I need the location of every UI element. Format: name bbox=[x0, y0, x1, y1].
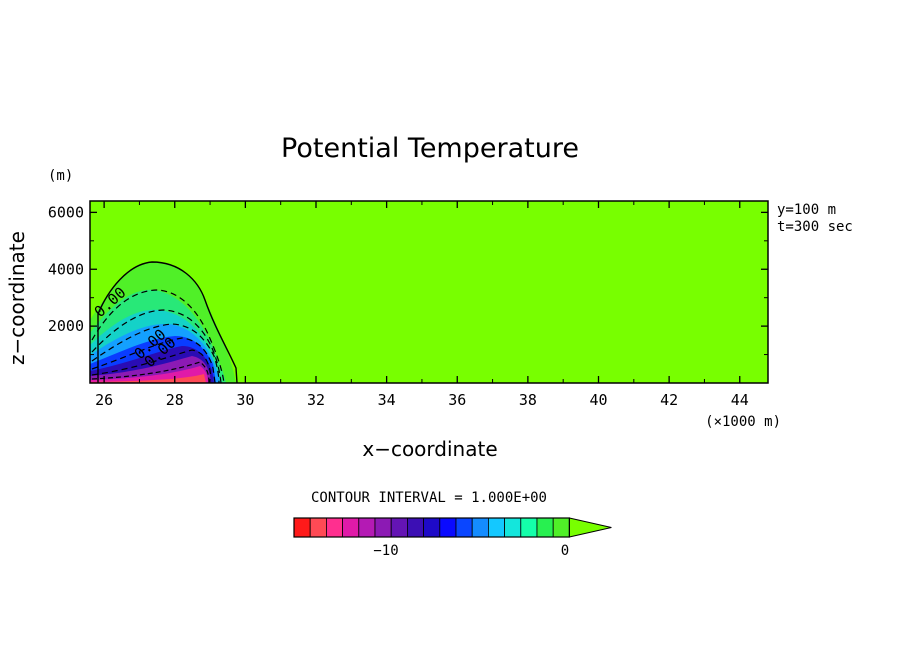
negative-contour-2 bbox=[91, 309, 222, 383]
colorbar-segment bbox=[293, 517, 311, 538]
zero-contour bbox=[97, 261, 238, 383]
colorbar-segment bbox=[309, 517, 327, 538]
x-tick-label: 28 bbox=[166, 391, 184, 409]
y-tick-label: 6000 bbox=[48, 203, 84, 221]
colorbar-segment bbox=[552, 517, 570, 538]
colorbar-segment bbox=[471, 517, 489, 538]
y-tick-label: 2000 bbox=[48, 317, 84, 335]
negative-contour-3 bbox=[91, 323, 220, 383]
y-axis-label: z−coordinate bbox=[5, 231, 29, 365]
annotation-y: y=100 m bbox=[777, 202, 836, 218]
cold-pool-field: 0.00 0.00 0.00 bbox=[90, 261, 238, 383]
colorbar-segment bbox=[455, 517, 473, 538]
colorbar-segment bbox=[520, 517, 538, 538]
colorbar-segment bbox=[325, 517, 343, 538]
colorbar-segment bbox=[342, 517, 360, 538]
colorbar bbox=[293, 517, 612, 538]
colorbar-segment bbox=[358, 517, 376, 538]
x-tick-label: 34 bbox=[378, 391, 396, 409]
colorbar-extend-arrow bbox=[568, 517, 612, 538]
x-tick-label: 30 bbox=[236, 391, 254, 409]
colorbar-segment bbox=[406, 517, 424, 538]
colorbar-segment bbox=[504, 517, 522, 538]
x-unit-label: (×1000 m) bbox=[705, 414, 781, 430]
contour-interval-text: CONTOUR INTERVAL = 1.000E+00 bbox=[311, 490, 547, 506]
y-axis-ticks: 2000 4000 6000 bbox=[48, 203, 768, 356]
x-tick-label: 42 bbox=[660, 391, 678, 409]
negative-contour-6 bbox=[91, 361, 210, 383]
cold-pool-band-9 bbox=[90, 374, 206, 383]
negative-contour-4 bbox=[91, 337, 216, 383]
y-tick-label: 4000 bbox=[48, 260, 84, 278]
colorbar-label-zero: 0 bbox=[561, 543, 569, 559]
colorbar-segment bbox=[439, 517, 457, 538]
x-tick-label: 38 bbox=[519, 391, 537, 409]
x-tick-label: 36 bbox=[448, 391, 466, 409]
chart-title: Potential Temperature bbox=[281, 133, 579, 164]
colorbar-segment bbox=[487, 517, 505, 538]
x-tick-label: 32 bbox=[307, 391, 325, 409]
x-tick-label: 44 bbox=[731, 391, 749, 409]
x-tick-label: 40 bbox=[589, 391, 607, 409]
x-axis-label: x−coordinate bbox=[362, 437, 497, 461]
x-axis-ticks: 26 28 30 32 34 36 38 40 42 44 bbox=[95, 201, 749, 409]
negative-contour-1 bbox=[91, 289, 225, 383]
colorbar-segment bbox=[423, 517, 441, 538]
colorbar-label-minus10: −10 bbox=[373, 543, 398, 559]
plot-frame bbox=[89, 200, 769, 384]
colorbar-segment bbox=[536, 517, 554, 538]
negative-contour-5 bbox=[91, 349, 212, 379]
colorbar-segment bbox=[374, 517, 392, 538]
colorbar-frame bbox=[293, 517, 570, 538]
x-tick-label: 26 bbox=[95, 391, 113, 409]
annotation-t: t=300 sec bbox=[777, 219, 853, 235]
y-unit-label: (m) bbox=[48, 168, 73, 184]
colorbar-segment bbox=[390, 517, 408, 538]
